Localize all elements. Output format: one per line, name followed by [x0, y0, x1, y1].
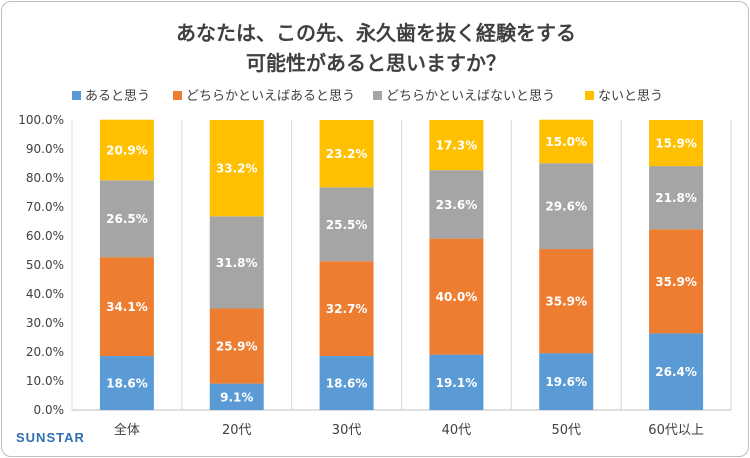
data-label: 9.1%	[220, 390, 253, 404]
data-label: 19.6%	[545, 375, 587, 389]
data-label: 25.5%	[326, 218, 368, 232]
bar-segment	[649, 120, 704, 167]
y-tick-label: 70.0%	[26, 200, 64, 214]
legend: あると思う どちらかといえばあると思う どちらかといえばないと思う ないと思う	[72, 89, 663, 104]
data-label: 18.6%	[326, 377, 368, 391]
bar-segment	[429, 120, 484, 171]
bar-segment	[99, 257, 154, 357]
bar-segment	[99, 119, 154, 181]
data-label: 26.5%	[106, 212, 148, 226]
legend-swatch	[173, 91, 182, 100]
bar-segment	[649, 166, 704, 230]
x-tick-label: 30代	[332, 423, 362, 438]
bar-segment	[429, 238, 484, 355]
data-label: 33.2%	[216, 162, 258, 176]
data-label: 40.0%	[436, 290, 478, 304]
x-tick-label: 40代	[442, 423, 472, 438]
data-label: 21.8%	[655, 191, 697, 205]
bar-segment	[539, 353, 594, 410]
data-label: 19.1%	[436, 376, 478, 390]
bar-segment	[209, 308, 264, 384]
bar-segment	[539, 119, 594, 164]
bar-segment	[429, 354, 484, 410]
x-tick-label: 全体	[114, 422, 140, 438]
data-label: 35.9%	[655, 275, 697, 289]
bars	[99, 119, 704, 410]
y-tick-label: 100.0%	[18, 113, 64, 127]
bar-segment	[649, 333, 704, 410]
bar-segment	[319, 187, 374, 262]
bar-segment	[209, 383, 264, 410]
legend-label: どちらかといえばあると思う	[186, 89, 355, 104]
legend-label: どちらかといえばないと思う	[386, 89, 555, 104]
data-label: 15.9%	[655, 137, 697, 151]
data-label: 26.4%	[655, 365, 697, 379]
y-tick-label: 20.0%	[26, 345, 64, 359]
y-tick-label: 40.0%	[26, 287, 64, 301]
chart-title-line: あなたは、この先、永久歯を抜く経験をする	[176, 21, 576, 45]
bar-segment	[99, 180, 154, 258]
bar-segment	[209, 216, 264, 309]
brand-logo: SUNSTAR	[16, 430, 85, 445]
y-tick-label: 90.0%	[26, 142, 64, 156]
legend-swatch	[585, 91, 594, 100]
bar-segment	[429, 170, 484, 239]
bar-segment	[319, 356, 374, 410]
grid	[71, 120, 732, 411]
data-label: 20.9%	[106, 144, 148, 158]
x-tick-label: 50代	[551, 423, 581, 438]
data-label: 29.6%	[545, 200, 587, 214]
y-tick-label: 60.0%	[26, 229, 64, 243]
x-tick-label: 20代	[222, 423, 252, 438]
y-tick-label: 0.0%	[34, 403, 65, 417]
y-tick-label: 80.0%	[26, 171, 64, 185]
data-label: 18.6%	[106, 377, 148, 391]
data-label: 23.2%	[326, 147, 368, 161]
data-label: 25.9%	[216, 340, 258, 354]
bar-segment	[319, 120, 374, 188]
bar-segment	[539, 163, 594, 250]
bar-segment	[209, 120, 264, 217]
chart-title-line: 可能性があると思いますか？	[246, 51, 506, 75]
y-tick-label: 10.0%	[26, 374, 64, 388]
bar-segment	[649, 229, 704, 334]
legend-label: ないと思う	[598, 89, 663, 104]
legend-swatch	[373, 91, 382, 100]
y-axis: 0.0% 10.0% 20.0% 30.0% 40.0% 50.0% 60.0% 70.0% 8…	[18, 113, 64, 417]
data-label: 34.1%	[106, 300, 148, 314]
data-label: 32.7%	[326, 302, 368, 316]
data-label: 31.8%	[216, 256, 258, 270]
y-tick-label: 30.0%	[26, 316, 64, 330]
data-labels: 18.6% 34.1% 26.5% 20.9% 9.1% 25.9% 31.8% 33.2% 1…	[106, 135, 697, 404]
bar-segment	[539, 249, 594, 354]
x-tick-label: 60代以上	[648, 423, 704, 438]
x-axis: 全体 20代 30代 40代 50代 60代以上	[114, 422, 704, 438]
data-label: 23.6%	[436, 198, 478, 212]
bar-segment	[319, 261, 374, 357]
bar-segment	[99, 356, 154, 410]
data-label: 35.9%	[545, 295, 587, 309]
data-label: 17.3%	[436, 139, 478, 153]
legend-swatch	[72, 91, 81, 100]
legend-label: あると思う	[85, 89, 150, 104]
data-label: 15.0%	[545, 135, 587, 149]
y-tick-label: 50.0%	[26, 258, 64, 272]
